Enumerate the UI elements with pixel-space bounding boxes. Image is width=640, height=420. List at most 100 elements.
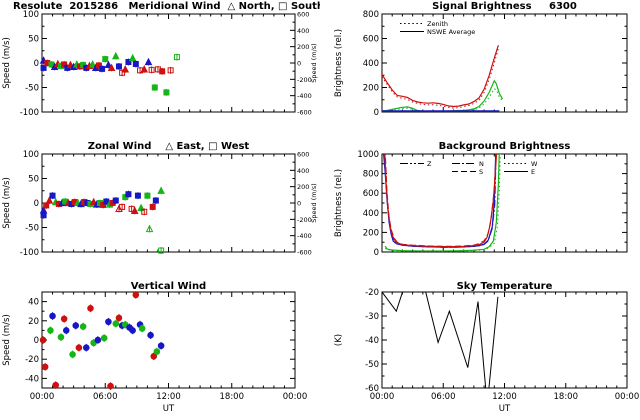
x-axis-ticks	[41, 292, 296, 388]
svg-text:-40: -40	[365, 336, 379, 346]
legend-label-W: W	[531, 160, 538, 168]
svg-text:-20: -20	[365, 288, 379, 298]
scatter-points	[39, 51, 180, 96]
svg-text:00:00: 00:00	[283, 392, 308, 402]
svg-text:-600: -600	[297, 109, 312, 117]
svg-text:-50: -50	[365, 360, 379, 370]
svg-text:0: 0	[374, 108, 379, 118]
vertical-wind-plot: Vertical Wind 00:00 06:00 12:00 18:00 00:00 UT…	[2, 281, 308, 414]
zonal-wind-title: Zonal Wind △ East, □ West	[88, 141, 250, 152]
svg-text:200: 200	[297, 43, 309, 51]
meridional-wind-panel: Resolute 2015286 Meridional Wind △ North…	[0, 0, 324, 140]
svg-text:800: 800	[363, 170, 379, 180]
svg-text:18:00: 18:00	[220, 392, 245, 402]
x-axis-ticks	[41, 14, 296, 112]
series-zenith-red	[382, 48, 499, 109]
svg-text:600: 600	[297, 151, 309, 159]
svg-text:0: 0	[34, 199, 39, 209]
y-axis-ticks	[382, 13, 627, 113]
svg-text:200: 200	[363, 228, 379, 238]
svg-text:-60: -60	[365, 384, 379, 394]
series-red-dash	[384, 154, 497, 247]
signal-brightness-plot: Signal Brightness 6300 0 200 400 600 800 Brigh…	[334, 1, 628, 118]
y-axis-title: Speed (m/s)	[2, 37, 12, 89]
svg-text:-200: -200	[297, 216, 312, 224]
y-axis-labels: -20 -30 -40 -50 -60	[365, 288, 379, 394]
plot-box	[381, 291, 628, 389]
series-nswe-average-red	[382, 45, 499, 108]
svg-text:-20: -20	[25, 355, 39, 365]
svg-text:800: 800	[363, 10, 379, 20]
x-axis-labels: 00:00 06:00 12:00 18:00 00:00 UT	[370, 392, 640, 414]
y-axis-ticks	[382, 291, 627, 389]
svg-text:00:00: 00:00	[615, 392, 640, 402]
x-axis-labels: 00:00 06:00 12:00 18:00 00:00 UT	[30, 392, 308, 414]
svg-text:-100: -100	[20, 108, 39, 118]
svg-text:100: 100	[23, 150, 39, 160]
x-axis-title: UT	[499, 404, 511, 414]
scatter-points	[39, 291, 165, 390]
svg-text:-40: -40	[25, 374, 39, 384]
svg-text:400: 400	[363, 209, 379, 219]
series-group	[382, 292, 499, 388]
svg-text:50: 50	[28, 35, 39, 45]
y-axis-ticks	[382, 153, 627, 253]
y-axis-title: Speed (m/s)	[2, 177, 12, 229]
series-zenith-green	[382, 87, 503, 112]
y2-axis: 600 400 200 0 -200 -400 -600 Speed (m/s)	[290, 11, 318, 117]
plot-box	[381, 13, 628, 113]
y-axis-labels: 100 50 0 -50 -100	[20, 10, 39, 118]
legend-label-Zenith: Zenith	[427, 20, 448, 28]
svg-text:06:00: 06:00	[431, 392, 456, 402]
svg-text:12:00: 12:00	[492, 392, 517, 402]
legend-label-E: E	[531, 168, 535, 176]
svg-text:-600: -600	[297, 249, 312, 257]
svg-text:20: 20	[28, 317, 39, 327]
svg-text:600: 600	[363, 189, 379, 199]
svg-text:-400: -400	[297, 232, 312, 240]
legend-label-Z: Z	[427, 160, 432, 168]
x-axis-ticks	[41, 154, 296, 252]
background-brightness-panel: Background Brightness 0 200 400 600 800 1000 Br…	[320, 140, 640, 280]
svg-text:06:00: 06:00	[93, 392, 118, 402]
x-axis-ticks	[381, 154, 628, 252]
y-axis-title: (K)	[334, 334, 344, 346]
y-axis-labels: 40 20 0 -20 -40	[25, 298, 39, 385]
svg-text:-30: -30	[365, 312, 379, 322]
y2-axis-title: Speed (m/s)	[310, 183, 318, 222]
svg-text:600: 600	[297, 11, 309, 19]
meridional-wind-plot: Resolute 2015286 Meridional Wind △ North…	[2, 1, 324, 118]
svg-text:1000: 1000	[357, 150, 379, 160]
svg-text:50: 50	[28, 175, 39, 185]
legend-label-S: S	[479, 168, 483, 176]
legend-label-NSWE Average: NSWE Average	[427, 28, 475, 36]
plot-box	[41, 291, 296, 389]
svg-text:12:00: 12:00	[156, 392, 181, 402]
series-sky-temperature-line	[382, 292, 499, 388]
vertical-wind-title: Vertical Wind	[131, 281, 206, 292]
svg-text:0: 0	[34, 59, 39, 69]
vertical-wind-panel: Vertical Wind 00:00 06:00 12:00 18:00 00:00 UT…	[0, 280, 320, 420]
y-axis-title: Speed (m/s)	[2, 314, 12, 366]
scatter-points	[39, 186, 165, 254]
svg-text:-400: -400	[297, 92, 312, 100]
svg-text:200: 200	[297, 183, 309, 191]
svg-text:-100: -100	[20, 248, 39, 258]
y2-axis: 600 400 200 0 -200 -400 -600 Speed (m/s)	[290, 151, 318, 257]
svg-text:0: 0	[374, 248, 379, 258]
y-axis-title: Brightness (rel.)	[334, 169, 344, 237]
signal-brightness-title: Signal Brightness 6300	[432, 1, 577, 12]
y-axis-title: Brightness (rel.)	[334, 29, 344, 97]
svg-text:400: 400	[297, 27, 309, 35]
x-axis-ticks	[381, 14, 628, 112]
svg-text:00:00: 00:00	[370, 392, 395, 402]
zonal-wind-panel: Zonal Wind △ East, □ West 100 50 0 -50 -100 Sp…	[0, 140, 320, 280]
svg-text:0: 0	[297, 60, 301, 68]
svg-text:-50: -50	[25, 224, 39, 234]
svg-text:40: 40	[28, 298, 39, 308]
meridional-wind-title: Resolute 2015286 Meridional Wind △ North…	[13, 1, 320, 12]
series-group	[382, 45, 504, 112]
